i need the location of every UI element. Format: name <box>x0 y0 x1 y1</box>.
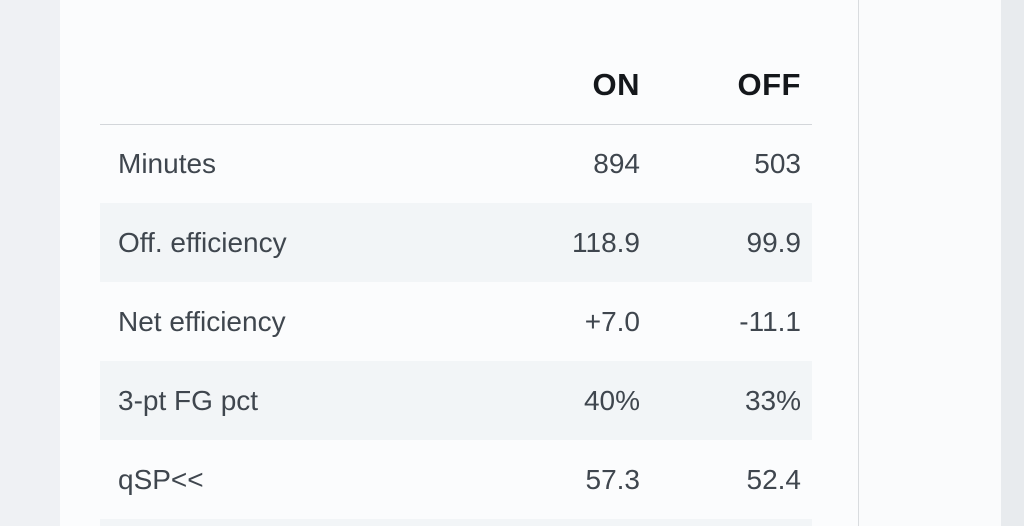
on-value: 894 <box>593 147 640 179</box>
off-value: 99.9 <box>640 203 812 282</box>
table-row-partial <box>100 519 812 526</box>
row-label <box>100 519 460 526</box>
column-header-on: ON <box>460 0 640 125</box>
on-value: +7.0 <box>584 305 640 337</box>
column-header-off: OFF <box>640 0 812 125</box>
table-row: Net efficiency +7.0 -11.1 <box>100 282 812 361</box>
table-row: 3-pt FG pct 40% 33% <box>100 361 812 440</box>
side-panel <box>858 0 1001 526</box>
on-value: 57.3 <box>585 463 641 495</box>
stats-card: ON OFF Minutes 894 503 Off. efficiency 1… <box>60 0 858 526</box>
page-background-left <box>0 0 60 526</box>
off-value <box>640 519 812 526</box>
column-header-blank <box>100 0 460 125</box>
on-off-stats-table: ON OFF Minutes 894 503 Off. efficiency 1… <box>100 0 812 526</box>
table-row: Off. efficiency 118.9 99.9 <box>100 203 812 282</box>
off-value: 503 <box>754 147 801 179</box>
page-background-right <box>1001 0 1024 526</box>
table-row: Minutes 894 503 <box>100 124 812 203</box>
table-row: qSP<< 57.3 52.4 <box>100 440 812 519</box>
table-header-row: ON OFF <box>100 0 812 125</box>
on-value <box>460 519 640 526</box>
row-label: 3-pt FG pct <box>100 361 460 440</box>
row-label: qSP<< <box>118 463 204 495</box>
row-label: Off. efficiency <box>100 203 460 282</box>
off-value: -11.1 <box>739 305 801 337</box>
on-value: 118.9 <box>460 203 640 282</box>
off-value: 52.4 <box>746 463 802 495</box>
row-label: Net efficiency <box>118 305 286 337</box>
off-value: 33% <box>640 361 812 440</box>
row-label: Minutes <box>118 147 217 179</box>
on-value: 40% <box>460 361 640 440</box>
